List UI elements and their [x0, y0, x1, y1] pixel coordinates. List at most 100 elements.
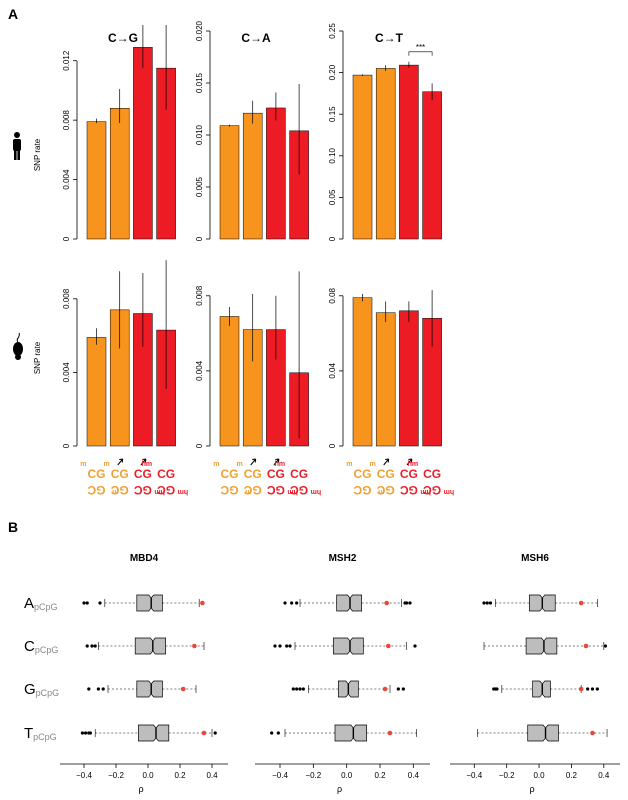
y-tick-label: 0 — [328, 236, 337, 241]
y-axis-label-mouse: SNP rate — [33, 341, 42, 374]
y-tick-label: 0.004 — [62, 362, 71, 383]
x-tick-label: 0.2 — [566, 771, 578, 780]
row-label: TpCpG — [24, 725, 57, 742]
bar-chart-2: 0 0.005 0.010 0.015 0.020 C→A — [195, 20, 309, 241]
motif-bottom: GC — [353, 483, 371, 497]
row-label-sub: pCpG — [33, 732, 57, 742]
motif-top: CG — [244, 467, 262, 481]
motif-top: CG — [377, 467, 395, 481]
bar — [399, 310, 419, 447]
y-tick-label: 0.012 — [62, 50, 71, 71]
x-axis-label: ρ — [337, 784, 342, 794]
motif-mod: hm — [142, 461, 153, 468]
outlier-point — [213, 731, 217, 735]
y-tick-label: 0.20 — [328, 64, 337, 80]
mouse-icon — [13, 332, 23, 360]
bar — [375, 312, 396, 447]
row-label-base: G — [24, 681, 36, 698]
outlier-point — [603, 644, 608, 648]
chart-title: C→G — [108, 31, 138, 45]
outlier-point — [295, 687, 299, 691]
y-tick-label: 0.015 — [195, 72, 204, 93]
motif-bottom: GC — [267, 483, 285, 497]
box — [134, 637, 166, 655]
outlier-point — [285, 644, 289, 648]
motif-top: CG — [290, 467, 308, 481]
x-tick-label: −0.4 — [76, 771, 92, 780]
observed-point — [382, 686, 388, 692]
x-tick-label: −0.4 — [466, 771, 482, 780]
arrow-icon — [273, 458, 280, 466]
motif-mod: m — [236, 461, 242, 468]
box-plot-3: MSH6 −0.4 −0.2 0.0 0.2 0.4 ρ — [450, 553, 620, 794]
y-tick-label: 0.15 — [328, 106, 337, 122]
bar — [352, 297, 373, 447]
x-tick-label: 0.2 — [174, 771, 186, 780]
arrow-icon — [406, 458, 413, 466]
y-tick-label: 0 — [62, 236, 71, 241]
motif-mod: hm — [311, 488, 322, 495]
y-tick-label: 0.08 — [328, 287, 337, 303]
y-tick-label: 0.008 — [62, 288, 71, 309]
outlier-point — [485, 601, 489, 605]
bar — [86, 337, 107, 447]
y-tick-label: 0.25 — [328, 23, 337, 39]
motif-mod: hm — [408, 461, 419, 468]
bar-chart-1: 0 0.004 0.008 0.012 C→G — [62, 25, 176, 241]
bar-charts: 0 0.004 0.008 0.012 C→G 0 0.005 0.010 0.015 0.020… — [62, 20, 442, 448]
motif-bottom: GC — [290, 483, 308, 497]
observed-point — [583, 643, 589, 649]
motif-mod: m — [378, 488, 384, 495]
outlier-point — [301, 687, 305, 691]
arrow-icon — [117, 458, 124, 466]
motif-top: CG — [400, 467, 418, 481]
motif-mod: m — [80, 461, 86, 468]
x-tick-label: 0.0 — [142, 771, 154, 780]
motif-top: CG — [423, 467, 441, 481]
x-tick-label: −0.4 — [272, 771, 288, 780]
bar-chart-4: 0 0.004 0.008 — [62, 260, 176, 448]
row-label-sub: pCpG — [34, 602, 58, 612]
motif-bottom: GC — [87, 483, 105, 497]
x-tick-label: −0.2 — [305, 771, 321, 780]
chart-title: MBD4 — [130, 553, 159, 564]
y-tick-label: 0.004 — [62, 169, 71, 190]
motif-bottom: GC — [157, 483, 175, 497]
significance-marker: *** — [416, 43, 425, 52]
row-label: CpCpG — [24, 638, 58, 655]
bar — [109, 108, 130, 240]
row-label-sub: pCpG — [35, 645, 59, 655]
y-tick-label: 0.020 — [195, 20, 204, 41]
bar — [219, 125, 240, 240]
motif-mod: hm — [275, 461, 286, 468]
significance-bracket — [408, 51, 433, 56]
outlier-point — [290, 601, 294, 605]
observed-point — [386, 643, 391, 649]
x-tick-label: 0.2 — [374, 771, 386, 780]
motif-top: CG — [134, 467, 152, 481]
box-row — [291, 680, 405, 698]
box-row — [283, 594, 412, 612]
observed-point — [578, 686, 584, 692]
outlier-point — [288, 644, 292, 648]
row-label-base: T — [24, 725, 33, 742]
x-tick-label: 0.4 — [206, 771, 218, 780]
motif-mod: m — [245, 488, 251, 495]
motif-mod: hm — [287, 488, 298, 495]
motif-mod: m — [112, 488, 118, 495]
bar-chart-3: 0 0.05 0.10 0.15 0.20 0.25 C→T *** — [328, 23, 442, 241]
outlier-point — [283, 601, 287, 605]
box — [527, 724, 559, 742]
box-row — [492, 680, 599, 698]
box — [138, 724, 170, 742]
panel-label-a: A — [8, 6, 18, 22]
y-axis-label-human: SNP rate — [33, 138, 42, 171]
box-row: GpCpG — [24, 680, 197, 698]
arrow-icon — [250, 458, 257, 466]
outlier-point — [80, 731, 84, 735]
outlier-point — [93, 644, 97, 648]
motif-mod: m — [103, 461, 109, 468]
